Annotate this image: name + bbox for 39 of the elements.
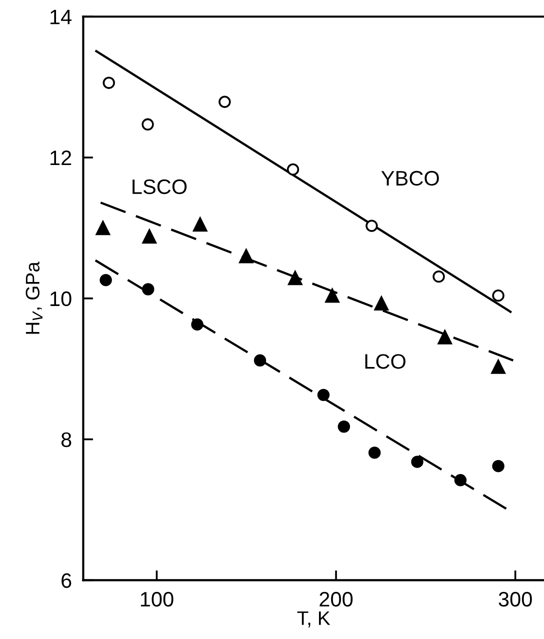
point [192,217,208,232]
point [411,456,424,468]
point [218,96,231,108]
point [100,274,112,286]
y-tick-label: 10 [50,291,72,306]
point [142,283,154,296]
point [374,296,389,310]
point [368,446,381,459]
y-tick-label: 12 [50,150,72,166]
point [338,420,350,433]
point [102,76,115,89]
point [438,330,452,344]
point [191,318,204,331]
annotation: LCO [365,354,406,369]
annotation: LSCO [132,179,187,194]
point [142,229,157,244]
point [288,270,302,286]
point [239,248,254,264]
x-tick-label: 300 [498,592,532,607]
point [317,388,330,402]
y-tick-label: 6 [62,573,72,588]
point [96,220,110,236]
point [325,288,340,303]
x-tick-label: 100 [140,592,174,607]
point [432,270,445,283]
point [366,220,378,232]
point [492,460,504,472]
point [491,360,506,374]
point [254,354,266,367]
y-axis-title: H$_{V}$, GPa [26,262,43,334]
point [454,474,467,486]
annotation: YBCO [381,170,439,186]
point [142,118,154,131]
point [286,163,300,176]
x-tick-label: 200 [320,592,353,607]
y-tick-label: 14 [50,10,72,24]
y-tick-label: 8 [61,432,72,448]
point [492,289,504,302]
x-axis-title: T, K [297,611,330,628]
